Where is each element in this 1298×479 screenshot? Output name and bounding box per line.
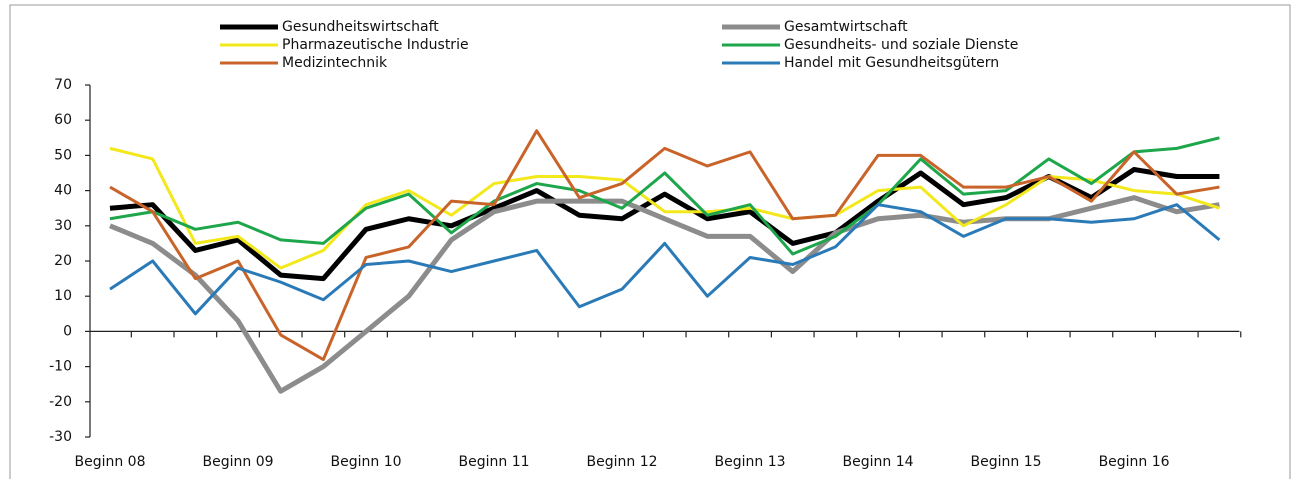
y-tick-label: -10 <box>49 359 72 375</box>
legend-label: Pharmazeutische Industrie <box>282 37 469 53</box>
x-tick-label: Beginn 15 <box>971 454 1042 470</box>
series-line <box>109 146 1220 270</box>
y-tick-label: 60 <box>54 112 72 128</box>
series-line <box>109 136 1220 256</box>
x-tick-label: Beginn 10 <box>331 454 402 470</box>
legend-label: Medizintechnik <box>282 55 388 71</box>
y-tick-label: 50 <box>54 147 72 163</box>
y-tick-label: 20 <box>54 253 72 269</box>
y-tick-label: 10 <box>54 288 72 304</box>
x-tick-label: Beginn 14 <box>843 454 914 470</box>
legend-label: Gesundheits- und soziale Dienste <box>784 37 1018 53</box>
y-tick-label: 70 <box>54 77 72 93</box>
y-tick-label: 30 <box>54 218 72 234</box>
y-tick-label: 40 <box>54 183 72 199</box>
series-line <box>109 203 1221 316</box>
x-tick-label: Beginn 08 <box>74 454 145 470</box>
x-tick-label: Beginn 09 <box>203 454 274 470</box>
chart-frame <box>9 4 1291 479</box>
x-tick-label: Beginn 11 <box>459 454 530 470</box>
x-tick-label: Beginn 16 <box>1099 454 1170 470</box>
legend-label: Gesundheitswirtschaft <box>282 19 439 35</box>
x-tick-label: Beginn 12 <box>587 454 658 470</box>
series-line <box>109 129 1220 362</box>
x-tick-label: Beginn 13 <box>715 454 786 470</box>
y-tick-label: -20 <box>49 394 72 410</box>
series-line <box>109 166 1220 282</box>
series-line <box>109 195 1220 394</box>
legend-label: Gesamtwirtschaft <box>784 19 908 35</box>
y-tick-label: -30 <box>49 429 72 445</box>
y-tick-label: 0 <box>63 323 72 339</box>
legend-label: Handel mit Gesundheitsgütern <box>784 55 999 71</box>
